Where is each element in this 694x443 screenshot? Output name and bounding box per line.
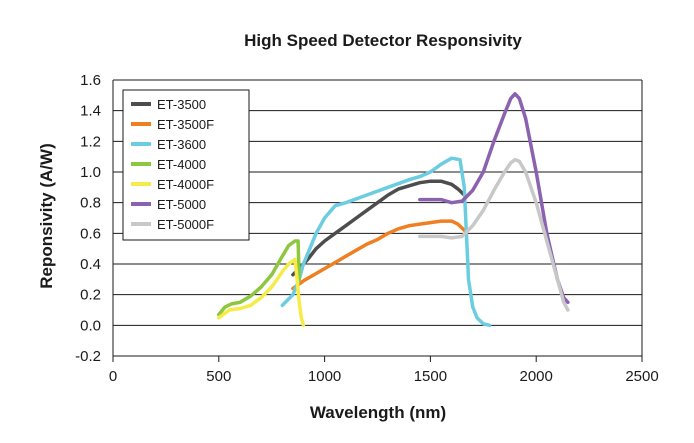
series-line-et-5000f [418,157,570,312]
legend-label: ET-3600 [157,137,206,152]
series-line-et-3500f [291,219,467,291]
legend-label: ET-3500F [157,117,214,132]
y-tick-label: -0.2 [75,348,101,365]
y-tick-label: 0.6 [80,225,101,242]
series-lines [217,92,570,328]
tick-labels: -0.2 0.0 0.2 0.4 0.6 0.8 1.0 1.2 1.4 1.6 0 500 1000 1… [75,72,659,385]
legend-label: ET-5000F [157,217,214,232]
y-axis-label: Reponsivity (A/W) [37,143,56,288]
axes [112,80,643,362]
legend-label: ET-4000 [157,157,206,172]
legend: ET-3500 ET-3500F ET-3600 ET-4000 ET-4000F ET-… [122,89,250,241]
y-tick-label: 0.0 [80,317,101,334]
series-line-et-3500 [291,179,467,277]
y-tick-label: 1.6 [80,72,101,89]
y-tick-label: 1.0 [80,164,101,181]
series-line-et-4000 [217,239,301,317]
series-line-et-5000 [418,92,570,305]
x-tick-label: 1000 [308,368,341,385]
y-tick-label: 0.8 [80,195,101,212]
y-tick-label: 0.2 [80,287,101,304]
chart-title: High Speed Detector Responsivity [244,31,522,50]
series-line-et-4000f [217,257,306,328]
x-tick-label: 2000 [520,368,553,385]
legend-label: ET-3500 [157,97,206,112]
x-axis-label: Wavelength (nm) [310,403,446,422]
legend-label: ET-5000 [157,197,206,212]
x-tick-label: 500 [206,368,231,385]
y-tick-label: 1.2 [80,133,101,150]
legend-label: ET-4000F [157,177,214,192]
x-tick-label: 0 [109,368,117,385]
x-tick-label: 1500 [414,368,447,385]
y-tick-label: 0.4 [80,256,101,273]
y-tick-label: 1.4 [80,103,101,120]
x-tick-label: 2500 [625,368,658,385]
series-line-et-3600 [280,156,492,328]
